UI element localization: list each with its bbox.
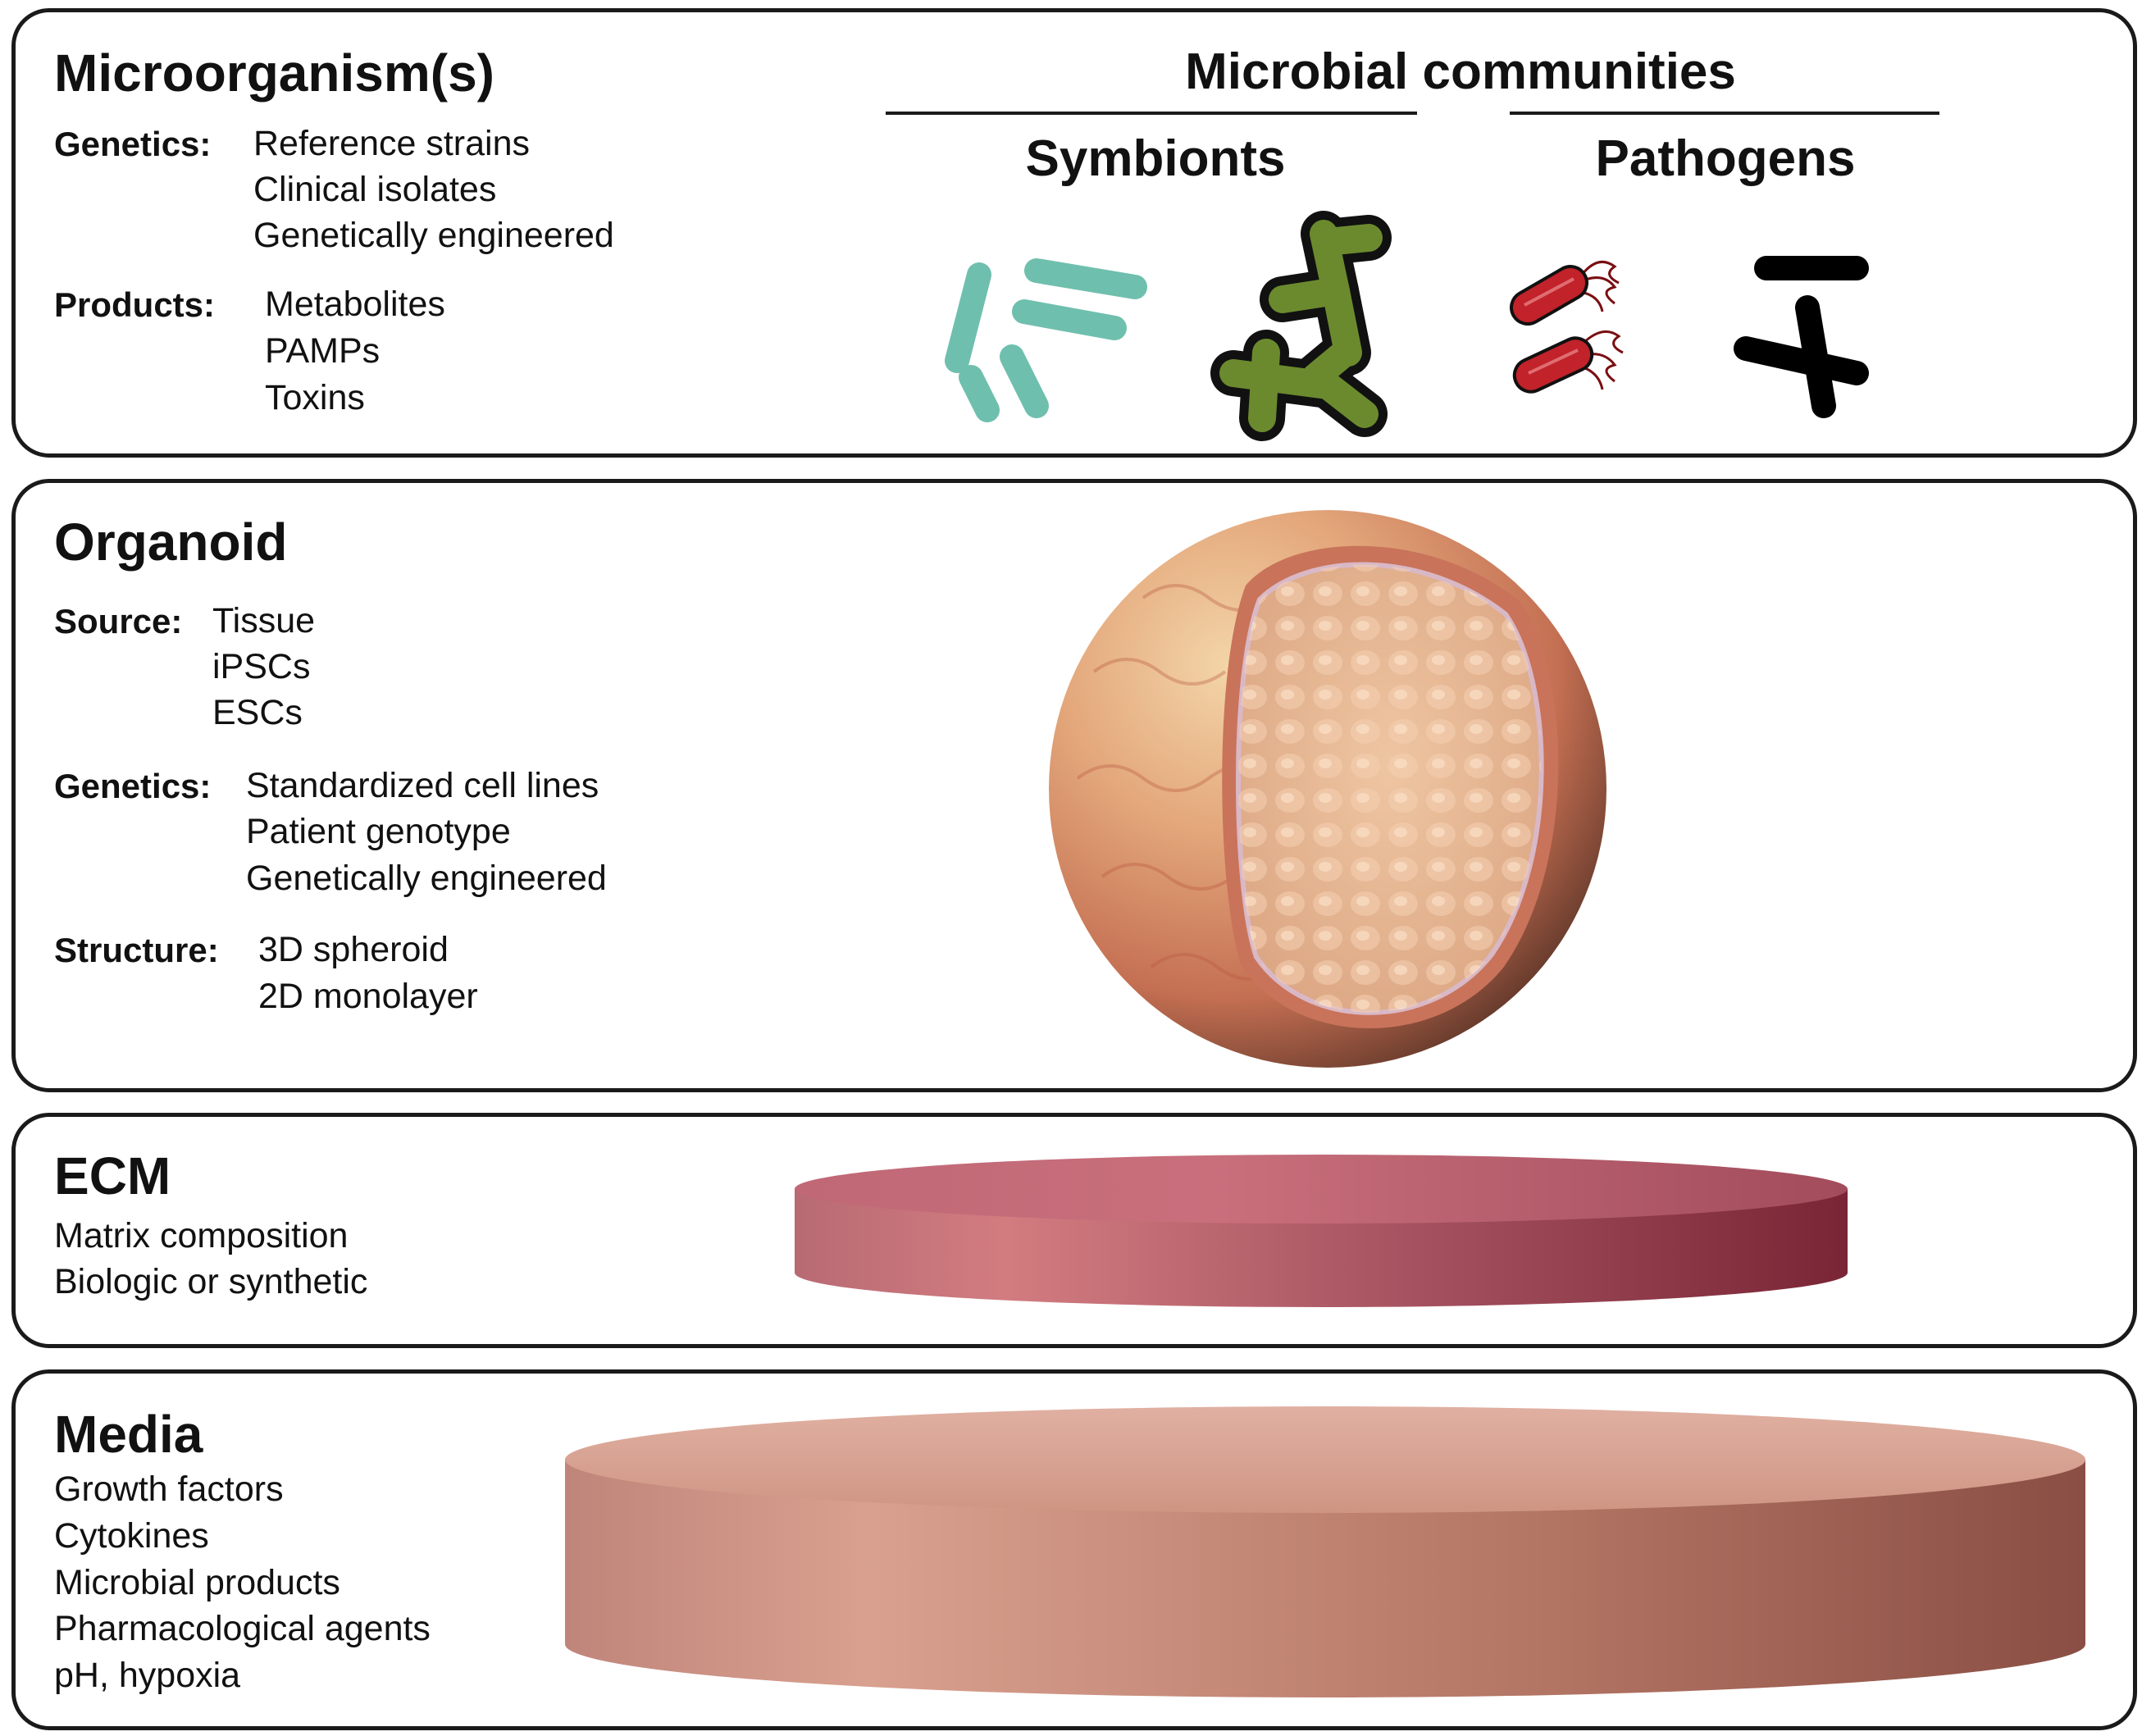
organoid-structure-label: Structure: xyxy=(54,931,219,969)
microorganism-products-item: PAMPs xyxy=(265,331,381,371)
black-bacteria-icon xyxy=(1734,256,1869,418)
media-panel: Media Growth factors Cytokines Microbial… xyxy=(11,1369,2137,1730)
organoid-structure-item: 3D spheroid xyxy=(258,930,449,969)
ecm-item: Matrix composition xyxy=(54,1216,349,1255)
organoid-title: Organoid xyxy=(54,513,288,572)
organoid-panel: Organoid Source: Tissue iPSCs ESCs Genet… xyxy=(11,479,2137,1092)
organoid-sphere-illustration xyxy=(1049,510,1606,1068)
organoid-genetics-item: Genetically engineered xyxy=(246,859,607,898)
microorganism-products-label: Products: xyxy=(54,285,216,324)
media-item: Cytokines xyxy=(54,1516,209,1556)
microorganism-genetics-item: Clinical isolates xyxy=(253,170,497,209)
media-item: pH, hypoxia xyxy=(54,1656,241,1695)
microorganism-title: Microorganism(s) xyxy=(54,43,494,103)
organoid-genetics-item: Standardized cell lines xyxy=(246,766,599,805)
media-item: Microbial products xyxy=(54,1563,340,1602)
ecm-item: Biologic or synthetic xyxy=(54,1262,368,1301)
microbial-communities-heading: Microbial communities xyxy=(1185,43,1736,100)
organoid-source-label: Source: xyxy=(54,602,183,640)
microorganism-genetics-item: Reference strains xyxy=(253,124,530,163)
microorganism-products-item: Toxins xyxy=(265,378,365,417)
branched-bacteria-icon xyxy=(1210,211,1392,441)
organoid-genetics-label: Genetics: xyxy=(54,767,212,805)
symbionts-rule xyxy=(886,112,1417,115)
flagellated-bacteria-icon xyxy=(1510,260,1624,394)
ecm-disc-illustration xyxy=(795,1155,1848,1307)
organoid-source-item: Tissue xyxy=(212,601,316,640)
microorganism-panel: Microorganism(s) Genetics: Reference str… xyxy=(11,8,2137,458)
ecm-title: ECM xyxy=(54,1146,171,1205)
organoid-structure-item: 2D monolayer xyxy=(258,977,478,1016)
microorganism-genetics-label: Genetics: xyxy=(54,125,212,163)
microorganism-products-item: Metabolites xyxy=(265,285,445,324)
organoid-genetics-item: Patient genotype xyxy=(246,812,511,851)
ecm-panel: ECM Matrix composition Biologic or synth… xyxy=(11,1113,2137,1348)
organoid-source-item: iPSCs xyxy=(212,647,311,686)
pathogens-rule xyxy=(1510,112,1939,115)
pathogens-label: Pathogens xyxy=(1595,130,1856,187)
microorganism-genetics-item: Genetically engineered xyxy=(253,216,614,255)
media-title: Media xyxy=(54,1405,203,1464)
media-item: Pharmacological agents xyxy=(54,1609,431,1648)
rod-bacteria-icon xyxy=(945,258,1147,422)
symbionts-label: Symbionts xyxy=(1025,130,1286,187)
media-disc-illustration xyxy=(565,1406,2085,1697)
organoid-source-item: ESCs xyxy=(212,693,303,732)
media-item: Growth factors xyxy=(54,1469,284,1509)
